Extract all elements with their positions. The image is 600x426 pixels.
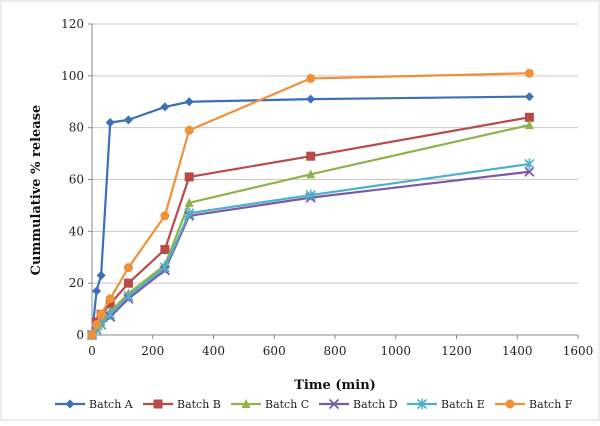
data-point bbox=[160, 211, 170, 221]
data-point bbox=[123, 290, 134, 302]
y-tick-label: 20 bbox=[69, 276, 84, 290]
data-point bbox=[123, 263, 133, 273]
y-tick-label: 80 bbox=[69, 121, 84, 135]
x-tick-label: 600 bbox=[263, 344, 286, 358]
x-tick-label: 800 bbox=[324, 344, 347, 358]
data-point bbox=[184, 125, 194, 135]
data-point bbox=[105, 299, 115, 309]
legend-marker bbox=[153, 399, 163, 409]
legend-label: Batch C bbox=[265, 398, 309, 411]
y-tick-label: 40 bbox=[69, 224, 84, 238]
data-point bbox=[184, 97, 194, 107]
data-point bbox=[524, 120, 534, 130]
data-point bbox=[306, 94, 316, 104]
legend-label: Batch B bbox=[177, 398, 221, 411]
data-point bbox=[160, 244, 170, 254]
x-tick-label: 1200 bbox=[441, 344, 472, 358]
data-point bbox=[524, 158, 535, 170]
series-batch-f bbox=[87, 68, 534, 340]
x-axis-title: Time (min) bbox=[294, 378, 376, 393]
y-tick-label: 60 bbox=[69, 173, 84, 187]
data-point bbox=[123, 115, 133, 125]
y-tick-label: 100 bbox=[61, 69, 84, 83]
data-point bbox=[524, 92, 534, 102]
series-layer bbox=[86, 68, 535, 341]
data-point bbox=[160, 102, 170, 112]
legend-marker bbox=[328, 398, 340, 410]
y-tick-label: 120 bbox=[61, 17, 84, 31]
data-point bbox=[96, 309, 106, 319]
data-point bbox=[184, 197, 194, 207]
data-point bbox=[184, 172, 194, 182]
data-point bbox=[306, 151, 316, 161]
legend-marker bbox=[65, 399, 75, 409]
x-tick-label: 1000 bbox=[380, 344, 411, 358]
legend-marker bbox=[241, 399, 251, 408]
x-tick-label: 1400 bbox=[502, 344, 533, 358]
gridlines bbox=[92, 23, 578, 284]
legend-marker bbox=[505, 399, 515, 409]
data-point bbox=[524, 68, 534, 78]
data-point bbox=[87, 330, 97, 340]
data-point bbox=[92, 320, 102, 330]
legend-label: Batch A bbox=[89, 398, 134, 411]
y-tick-label: 0 bbox=[76, 328, 84, 342]
y-axis-title: Cummulative % release bbox=[29, 105, 44, 276]
data-point bbox=[105, 294, 115, 304]
legend-entry: Batch C bbox=[231, 398, 309, 411]
data-point bbox=[306, 73, 316, 83]
legend-label: Batch F bbox=[529, 398, 573, 411]
legend-entry: Batch D bbox=[319, 398, 398, 411]
data-point bbox=[105, 308, 116, 320]
data-point bbox=[105, 117, 115, 127]
legend-marker bbox=[416, 398, 428, 410]
data-point bbox=[92, 286, 102, 296]
data-point bbox=[159, 262, 170, 274]
legend-entry: Batch E bbox=[407, 398, 485, 411]
legend-label: Batch D bbox=[353, 398, 398, 411]
data-point bbox=[524, 112, 534, 122]
data-point bbox=[305, 189, 316, 201]
legend-entry: Batch F bbox=[495, 398, 573, 411]
x-tick-label: 1600 bbox=[563, 344, 594, 358]
legend-entry: Batch B bbox=[143, 398, 221, 411]
x-tick-label: 0 bbox=[88, 344, 96, 358]
data-point bbox=[96, 270, 106, 280]
x-tick-label: 200 bbox=[141, 344, 164, 358]
legend-label: Batch E bbox=[441, 398, 485, 411]
data-point bbox=[524, 166, 535, 177]
data-point bbox=[123, 278, 133, 288]
legend-entry: Batch A bbox=[55, 398, 134, 411]
legend: Batch A Batch B Batch C Batch D Batch E Batch… bbox=[55, 398, 573, 411]
x-tick-label: 400 bbox=[202, 344, 225, 358]
data-point bbox=[306, 169, 316, 179]
data-point bbox=[184, 207, 195, 219]
